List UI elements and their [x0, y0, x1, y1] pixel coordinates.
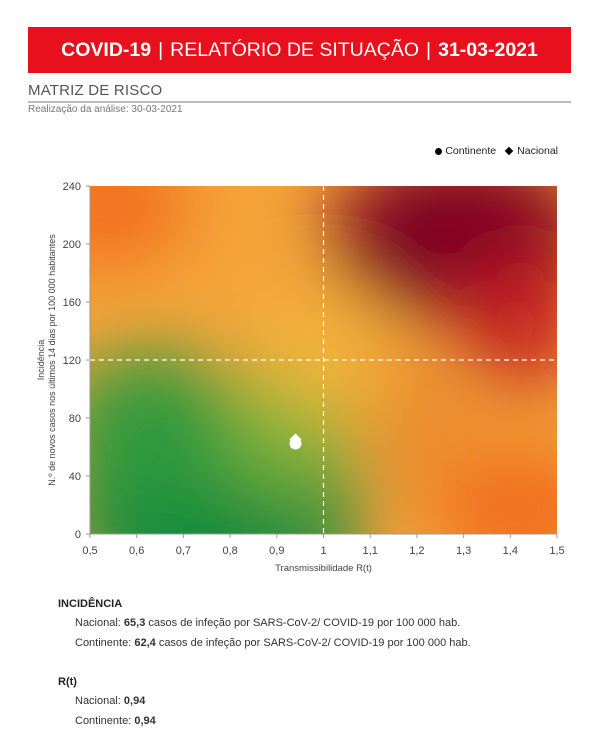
x-tick-label: 1,5 — [549, 545, 564, 557]
legend-label-nacional: Nacional — [517, 145, 558, 157]
rt-continente-value: 0,94 — [134, 715, 156, 727]
header-date: 31-03-2021 — [438, 38, 538, 61]
incidence-continente-text: casos de infeção por SARS-CoV-2/ COVID-1… — [158, 637, 471, 649]
chart-legend: Continente Nacional — [435, 145, 558, 157]
incidence-nacional-value: 65,3 — [123, 617, 146, 629]
data-point-nacional — [289, 433, 302, 446]
legend-item-continente: Continente — [435, 145, 496, 157]
y-tick-label: 160 — [63, 297, 81, 309]
chart-axes: 0,5 0,6 0,7 0,8 0,9 1 1,1 1,2 1,3 1,4 1,5 0 40 80 120 1… — [36, 181, 565, 574]
y-tick-label: 0 — [75, 529, 81, 541]
analysis-date: Realização da análise: 30-03-2021 — [28, 104, 183, 115]
header-separator-2: | — [426, 38, 432, 61]
circle-marker-icon — [435, 147, 443, 155]
x-tick-label: 1,2 — [409, 545, 424, 557]
x-tick-label: 0,9 — [269, 545, 284, 557]
legend-item-nacional: Nacional — [504, 145, 558, 157]
y-tick-label: 80 — [69, 413, 81, 425]
y-tick-label: 40 — [69, 471, 81, 483]
rt-nacional-label: Nacional: — [75, 695, 121, 707]
section-divider — [28, 101, 571, 103]
legend-label-continente: Continente — [445, 145, 497, 157]
y-tick-label: 240 — [63, 181, 81, 193]
incidence-nacional-label: Nacional: — [75, 617, 121, 629]
risk-gradient-background — [90, 186, 557, 534]
incidence-continente-label: Continente: — [75, 637, 132, 649]
incidence-heading: INCIDÊNCIA — [58, 598, 123, 610]
x-tick-label: 1,1 — [363, 545, 378, 557]
rt-continente: Continente: 0,94 — [75, 714, 568, 728]
x-axis-title: Transmissibilidade R(t) — [275, 563, 372, 574]
x-tick-label: 1 — [320, 545, 326, 557]
chart-marks — [90, 186, 557, 534]
header-title-left: COVID-19 — [61, 38, 152, 61]
x-tick-label: 1,3 — [456, 545, 471, 557]
y-axis-title: Incidência — [36, 340, 46, 381]
incidence-continente-value: 62,4 — [134, 637, 156, 649]
section-title: MATRIZ DE RISCO — [28, 82, 163, 99]
header-title-mid: RELATÓRIO DE SITUAÇÃO — [170, 38, 420, 61]
y-tick-label: 120 — [63, 355, 81, 367]
rt-nacional-value: 0,94 — [123, 695, 146, 707]
x-tick-label: 1,4 — [503, 545, 518, 557]
incidence-nacional: Nacional: 65,3 casos de infeção por SARS… — [75, 616, 568, 630]
x-tick-label: 0,7 — [176, 545, 191, 557]
risk-matrix-chart: 0,5 0,6 0,7 0,8 0,9 1 1,1 1,2 1,3 1,4 1,5 0 40 80 120 1… — [36, 181, 565, 574]
report-header-banner: COVID-19 | RELATÓRIO DE SITUAÇÃO | 31-03… — [28, 27, 571, 73]
incidence-continente: Continente: 62,4 casos de infeção por SA… — [75, 636, 568, 650]
rt-nacional: Nacional: 0,94 — [75, 694, 568, 708]
y-axis-subtitle: N.º de novos casos nos últimos 14 dias p… — [47, 234, 57, 486]
rt-continente-label: Continente: — [75, 715, 132, 727]
y-tick-label: 200 — [63, 239, 81, 251]
x-tick-label: 0,5 — [82, 545, 97, 557]
header-separator-1: | — [158, 38, 164, 61]
incidence-nacional-text: casos de infeção por SARS-CoV-2/ COVID-1… — [148, 617, 461, 629]
summary-section: INCIDÊNCIA Nacional: 65,3 casos de infeç… — [58, 598, 568, 728]
rt-heading: R(t) — [58, 676, 77, 688]
x-tick-label: 0,8 — [222, 545, 237, 557]
x-tick-label: 0,6 — [129, 545, 144, 557]
